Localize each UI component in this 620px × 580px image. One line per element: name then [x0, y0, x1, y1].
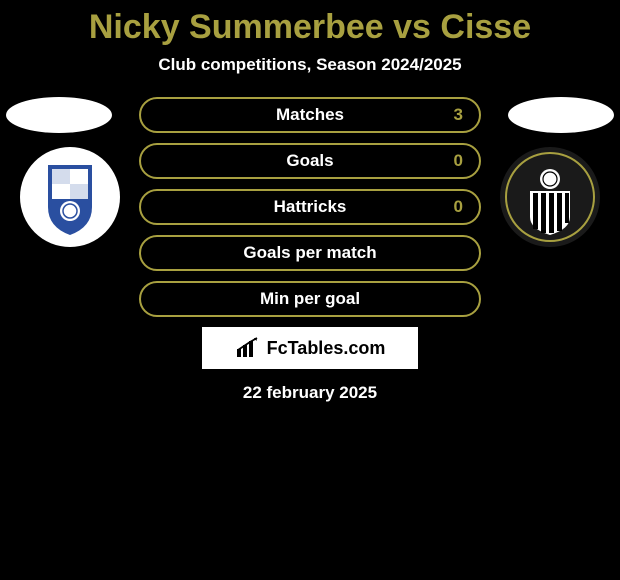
club-left-crest-icon [20, 147, 120, 247]
stat-row: Hattricks 0 [139, 189, 481, 225]
bar-chart-icon [235, 337, 261, 359]
tranmere-rovers-badge [20, 147, 120, 247]
stat-value: 0 [454, 151, 463, 171]
stat-rows: Matches 3 Goals 0 Hattricks 0 Goals per match M… [139, 97, 481, 317]
notts-county-badge [500, 147, 600, 247]
stat-row: Matches 3 [139, 97, 481, 133]
stat-value: 0 [454, 197, 463, 217]
flag-right [508, 97, 614, 133]
stat-row: Goals 0 [139, 143, 481, 179]
club-right-crest-icon [500, 147, 600, 247]
flag-left [6, 97, 112, 133]
page-title: Nicky Summerbee vs Cisse [0, 0, 620, 47]
stat-label: Goals [286, 151, 333, 171]
subtitle: Club competitions, Season 2024/2025 [0, 55, 620, 75]
date-text: 22 february 2025 [0, 383, 620, 403]
stat-value: 3 [454, 105, 463, 125]
stat-label: Hattricks [274, 197, 347, 217]
stat-label: Min per goal [260, 289, 360, 309]
comparison-container: Matches 3 Goals 0 Hattricks 0 Goals per match M… [0, 97, 620, 317]
stat-row: Goals per match [139, 235, 481, 271]
stat-row: Min per goal [139, 281, 481, 317]
brand-text: FcTables.com [267, 338, 386, 359]
stat-label: Matches [276, 105, 344, 125]
brand-box: FcTables.com [202, 327, 418, 369]
stat-label: Goals per match [243, 243, 376, 263]
